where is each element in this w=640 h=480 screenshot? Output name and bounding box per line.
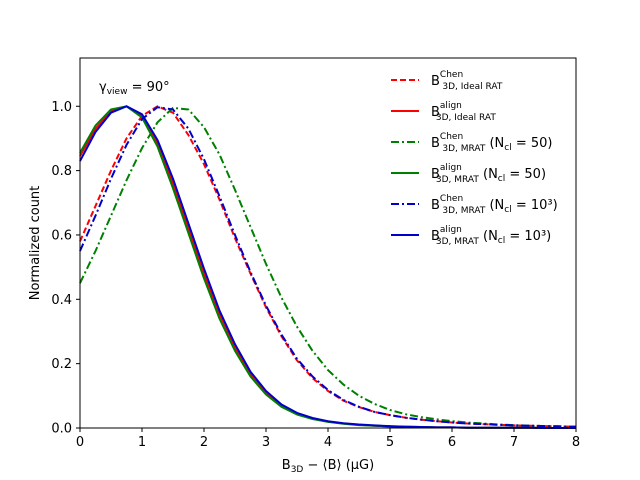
y-tick-label: 1.0 — [51, 100, 72, 115]
x-tick-label: 8 — [572, 435, 580, 450]
x-tick-label: 6 — [448, 435, 456, 450]
y-tick-label: 0.4 — [51, 293, 72, 308]
y-tick-label: 0.8 — [51, 164, 72, 179]
tick-layer: 0 1 2 3 4 5 6 7 8 0.0 0.2 0.4 0.6 0.8 1.0 — [51, 100, 580, 450]
x-tick-label: 0 — [76, 435, 84, 450]
legend-label-chen-ideal: BChen 3D, Ideal RAT — [431, 70, 503, 92]
x-tick-label: 1 — [138, 435, 146, 450]
legend-label-chen-mrat-1e3: BChen 3D, MRAT (Ncl = 10³) — [431, 194, 558, 216]
x-tick-label: 7 — [510, 435, 518, 450]
x-tick-label: 2 — [200, 435, 208, 450]
gamma-view-annotation: γview = 90° — [99, 80, 170, 97]
series-line-chen-mrat-1e3 — [79, 106, 577, 428]
x-tick-label: 5 — [386, 435, 394, 450]
y-tick-label: 0.6 — [51, 228, 72, 243]
legend-label-align-mrat-50: Balign 3D, MRAT (Ncl = 50) — [431, 163, 546, 185]
x-tick-label: 4 — [324, 435, 332, 450]
legend-label-chen-mrat-50: BChen 3D, MRAT (Ncl = 50) — [431, 132, 553, 154]
legend: BChen 3D, Ideal RAT Balign 3D, Ideal RAT BCh… — [391, 70, 558, 247]
legend-label-align-ideal: Balign 3D, Ideal RAT — [431, 101, 496, 123]
y-axis-label: Normalized count — [28, 186, 43, 301]
x-axis-label: B3D − ⟨B⟩ (μG) — [282, 458, 374, 475]
y-tick-label: 0.0 — [51, 422, 72, 437]
y-tick-label: 0.2 — [51, 357, 72, 372]
legend-label-align-mrat-1e3: Balign 3D, MRAT (Ncl = 10³) — [431, 225, 551, 247]
x-tick-label: 3 — [262, 435, 270, 450]
